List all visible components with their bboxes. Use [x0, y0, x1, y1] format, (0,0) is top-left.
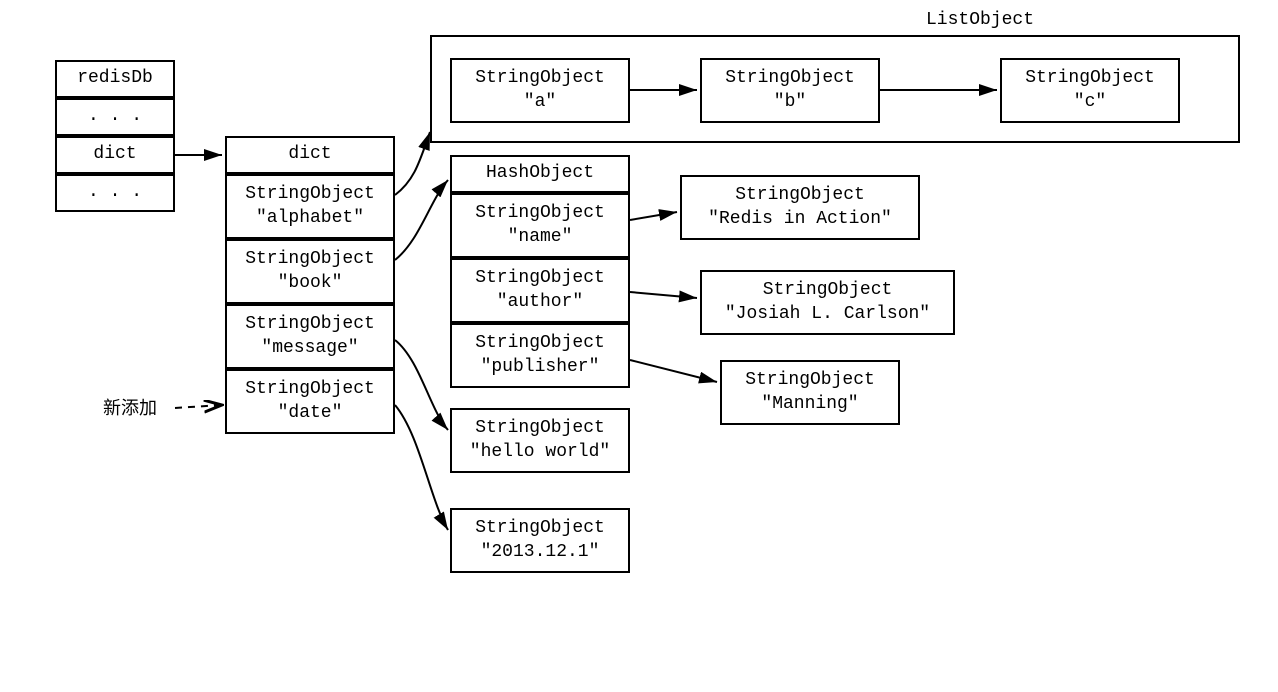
redisdb-header-label: redisDb [77, 67, 153, 90]
hash-f2-type: StringObject [475, 332, 605, 355]
annotation-label: 新添加 [103, 397, 157, 420]
hash-value-publisher: StringObject "Manning" [720, 360, 900, 425]
listobject-title: ListObject [900, 10, 1060, 30]
date-type: StringObject [475, 517, 605, 540]
redisdb-dict-row: dict [55, 136, 175, 174]
dict-item3-val: "date" [278, 402, 343, 425]
dict-item1-type: StringObject [245, 248, 375, 271]
hash-value-name: StringObject "Redis in Action" [680, 175, 920, 240]
dict-item-book: StringObject "book" [225, 239, 395, 304]
hashobject-header: HashObject [450, 155, 630, 193]
hash-field-name: StringObject "name" [450, 193, 630, 258]
dict-item2-type: StringObject [245, 313, 375, 336]
dict-item0-val: "alphabet" [256, 207, 364, 230]
redisdb-dict-label: dict [93, 143, 136, 166]
list-item-b: StringObject "b" [700, 58, 880, 123]
dict-header-label: dict [288, 143, 331, 166]
list-item-a: StringObject "a" [450, 58, 630, 123]
hash-f2-val: "publisher" [481, 356, 600, 379]
dict-item-date: StringObject "date" [225, 369, 395, 434]
dict-item2-val: "message" [261, 337, 358, 360]
dict-item1-val: "book" [278, 272, 343, 295]
new-added-annotation: 新添加 [80, 395, 180, 423]
hash-v1-type: StringObject [763, 279, 893, 302]
redisdb-row-ellipsis-2: . . . [55, 174, 175, 212]
dict-header: dict [225, 136, 395, 174]
redisdb-header: redisDb [55, 60, 175, 98]
hash-v2-type: StringObject [745, 369, 875, 392]
hash-f0-val: "name" [508, 226, 573, 249]
list-item2-val: "c" [1074, 91, 1106, 114]
hash-v1-val: "Josiah L. Carlson" [725, 303, 930, 326]
list-item0-val: "a" [524, 91, 556, 114]
hashobject-header-label: HashObject [486, 162, 594, 185]
diagram-canvas: redisDb . . . dict . . . dict StringObje… [0, 0, 1278, 692]
hash-value-author: StringObject "Josiah L. Carlson" [700, 270, 955, 335]
hash-f1-type: StringObject [475, 267, 605, 290]
dict-item-message: StringObject "message" [225, 304, 395, 369]
list-item-c: StringObject "c" [1000, 58, 1180, 123]
date-val: "2013.12.1" [481, 541, 600, 564]
listobject-title-label: ListObject [926, 10, 1034, 30]
msg-type: StringObject [475, 417, 605, 440]
msg-val: "hello world" [470, 441, 610, 464]
list-item2-type: StringObject [1025, 67, 1155, 90]
list-item0-type: StringObject [475, 67, 605, 90]
list-item1-type: StringObject [725, 67, 855, 90]
redisdb-r1-label: . . . [88, 105, 142, 128]
hash-f1-val: "author" [497, 291, 583, 314]
list-item1-val: "b" [774, 91, 806, 114]
hash-field-author: StringObject "author" [450, 258, 630, 323]
redisdb-row-ellipsis-1: . . . [55, 98, 175, 136]
dict-item0-type: StringObject [245, 183, 375, 206]
hash-f0-type: StringObject [475, 202, 605, 225]
message-value-box: StringObject "hello world" [450, 408, 630, 473]
dict-item3-type: StringObject [245, 378, 375, 401]
dict-item-alphabet: StringObject "alphabet" [225, 174, 395, 239]
hash-v2-val: "Manning" [761, 393, 858, 416]
hash-v0-type: StringObject [735, 184, 865, 207]
redisdb-r3-label: . . . [88, 181, 142, 204]
hash-v0-val: "Redis in Action" [708, 208, 892, 231]
date-value-box: StringObject "2013.12.1" [450, 508, 630, 573]
hash-field-publisher: StringObject "publisher" [450, 323, 630, 388]
